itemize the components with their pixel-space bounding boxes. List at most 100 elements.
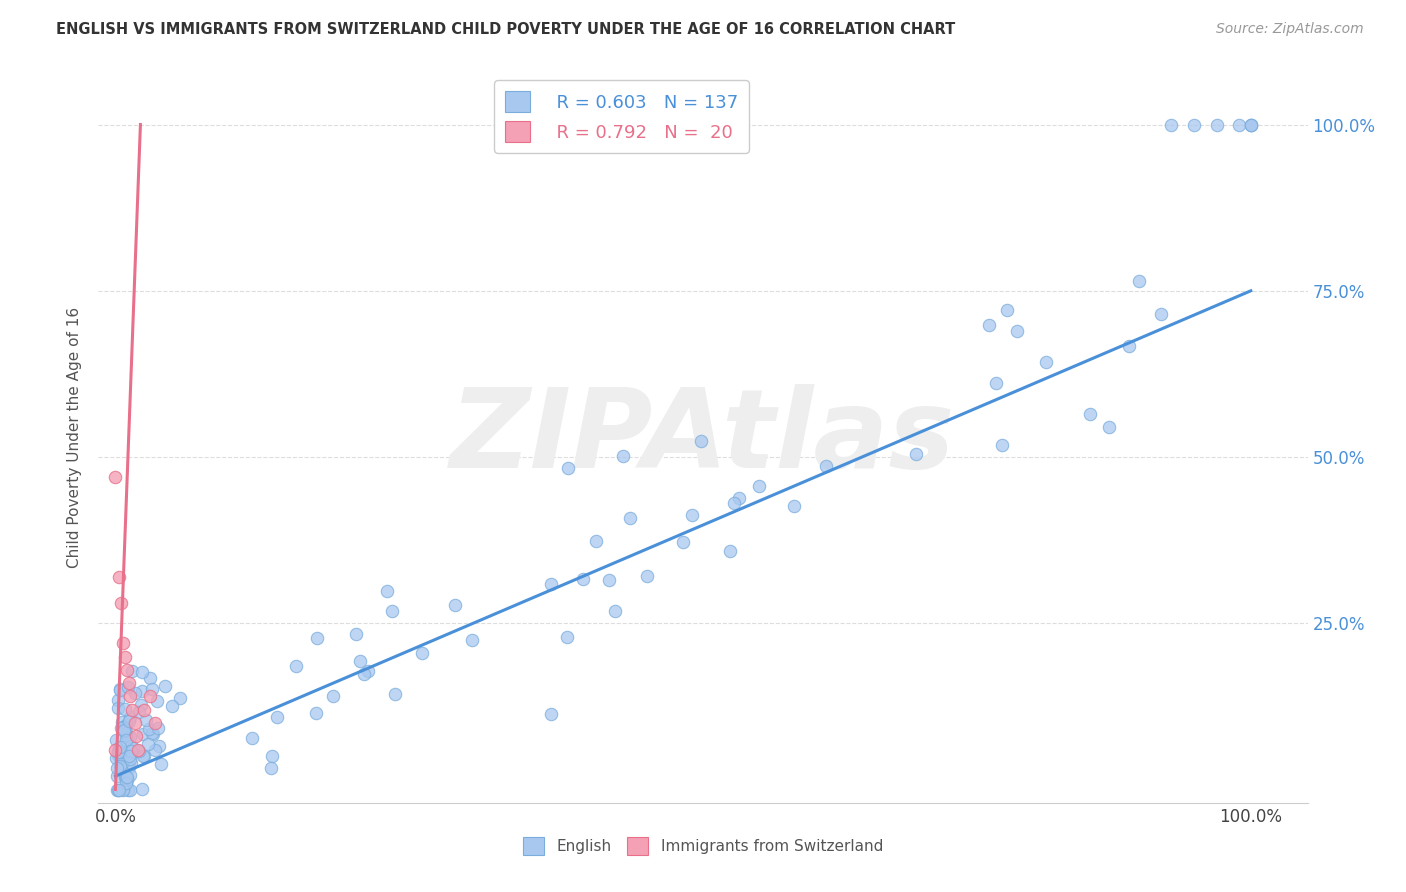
Point bbox=[112, 723, 135, 738]
Point bbox=[114, 770, 136, 784]
Point bbox=[120, 746, 142, 760]
Point bbox=[108, 740, 131, 755]
Point bbox=[131, 781, 153, 796]
Point bbox=[1240, 118, 1263, 132]
Point bbox=[117, 680, 139, 694]
Point bbox=[1229, 118, 1251, 132]
Point bbox=[108, 570, 131, 584]
Point bbox=[141, 727, 163, 741]
Point bbox=[124, 716, 146, 731]
Point bbox=[117, 782, 139, 797]
Point bbox=[118, 730, 141, 744]
Y-axis label: Child Poverty Under the Age of 16: Child Poverty Under the Age of 16 bbox=[67, 307, 83, 567]
Point bbox=[110, 746, 132, 760]
Point bbox=[115, 772, 138, 787]
Point bbox=[111, 756, 134, 770]
Legend: English, Immigrants from Switzerland: English, Immigrants from Switzerland bbox=[517, 831, 889, 861]
Point bbox=[107, 747, 129, 762]
Point bbox=[108, 782, 131, 797]
Point bbox=[540, 577, 562, 591]
Point bbox=[131, 665, 153, 680]
Point bbox=[605, 604, 627, 618]
Point bbox=[118, 749, 141, 764]
Point bbox=[125, 729, 148, 743]
Point bbox=[689, 434, 711, 449]
Point bbox=[118, 714, 141, 728]
Point bbox=[117, 771, 139, 785]
Point bbox=[132, 749, 155, 764]
Point bbox=[1150, 307, 1173, 321]
Point bbox=[107, 782, 129, 797]
Point bbox=[105, 769, 128, 783]
Text: ENGLISH VS IMMIGRANTS FROM SWITZERLAND CHILD POVERTY UNDER THE AGE OF 16 CORRELA: ENGLISH VS IMMIGRANTS FROM SWITZERLAND C… bbox=[56, 22, 956, 37]
Point bbox=[1078, 407, 1101, 421]
Point bbox=[112, 723, 135, 738]
Point bbox=[131, 727, 153, 741]
Point bbox=[104, 470, 127, 484]
Point bbox=[1118, 339, 1140, 353]
Point bbox=[557, 460, 579, 475]
Point bbox=[112, 782, 135, 797]
Point bbox=[138, 737, 160, 751]
Point bbox=[728, 491, 751, 506]
Point bbox=[305, 706, 328, 720]
Point bbox=[105, 761, 128, 775]
Point bbox=[120, 768, 142, 782]
Point bbox=[131, 698, 153, 713]
Point bbox=[681, 508, 703, 522]
Point bbox=[117, 760, 139, 774]
Point bbox=[141, 725, 163, 739]
Point bbox=[240, 731, 263, 746]
Point bbox=[120, 756, 142, 771]
Point bbox=[585, 533, 607, 548]
Point bbox=[114, 733, 136, 747]
Point bbox=[307, 631, 329, 645]
Point bbox=[105, 782, 128, 797]
Point bbox=[120, 710, 142, 724]
Point bbox=[598, 573, 620, 587]
Point bbox=[148, 739, 170, 753]
Point bbox=[118, 676, 141, 690]
Point bbox=[114, 728, 136, 742]
Point bbox=[112, 782, 135, 797]
Point bbox=[128, 705, 150, 719]
Point bbox=[134, 748, 156, 763]
Point bbox=[124, 686, 146, 700]
Point bbox=[120, 690, 142, 704]
Point bbox=[112, 636, 135, 650]
Point bbox=[108, 751, 131, 765]
Point bbox=[1098, 419, 1121, 434]
Point bbox=[984, 376, 1007, 391]
Point bbox=[141, 682, 163, 697]
Point bbox=[114, 702, 136, 716]
Point bbox=[146, 721, 169, 735]
Point bbox=[143, 743, 166, 757]
Point bbox=[375, 584, 398, 599]
Point bbox=[115, 663, 138, 677]
Point bbox=[122, 741, 145, 756]
Point bbox=[107, 744, 129, 758]
Point bbox=[118, 782, 141, 797]
Point bbox=[1182, 118, 1205, 132]
Point bbox=[107, 701, 129, 715]
Point bbox=[111, 715, 134, 730]
Point bbox=[540, 706, 562, 721]
Point bbox=[284, 659, 307, 673]
Point bbox=[110, 721, 132, 735]
Point bbox=[353, 667, 375, 681]
Point bbox=[266, 709, 288, 723]
Point bbox=[108, 682, 131, 697]
Point bbox=[105, 751, 128, 765]
Point bbox=[1005, 324, 1028, 338]
Point bbox=[169, 690, 191, 705]
Point bbox=[991, 438, 1014, 452]
Point bbox=[1240, 118, 1263, 132]
Point bbox=[110, 759, 132, 773]
Point bbox=[160, 698, 183, 713]
Point bbox=[139, 672, 162, 686]
Point bbox=[153, 679, 176, 693]
Point bbox=[995, 303, 1018, 318]
Text: Source: ZipAtlas.com: Source: ZipAtlas.com bbox=[1216, 22, 1364, 37]
Point bbox=[612, 450, 634, 464]
Point bbox=[260, 749, 283, 764]
